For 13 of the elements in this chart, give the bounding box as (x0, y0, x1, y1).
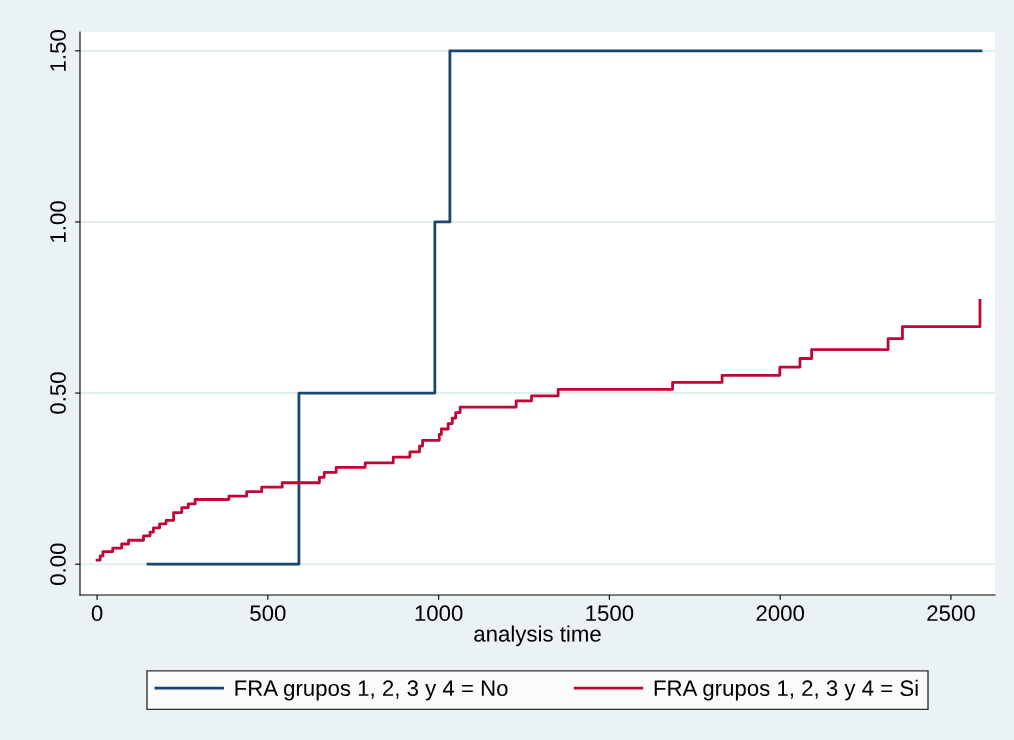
y-tick-label: 0.00 (50, 543, 66, 585)
y-tick-label: 0.50 (50, 372, 66, 414)
x-tick-label: 2500 (927, 605, 975, 622)
x-tick-label: 500 (250, 605, 286, 622)
x-tick-label: 2000 (756, 605, 805, 622)
x-tick-label: 1000 (415, 605, 463, 622)
x-axis-title: analysis time (474, 625, 601, 647)
y-tick-label: 1.50 (50, 30, 66, 71)
y-tick-label: 1.00 (50, 201, 66, 242)
legend-label: FRA grupos 1, 2, 3 y 4 = Si (654, 679, 918, 701)
x-tick-label: 1500 (586, 605, 634, 622)
x-tick-label: 0 (91, 605, 103, 622)
legend-label: FRA grupos 1, 2, 3 y 4 = No (235, 680, 508, 701)
